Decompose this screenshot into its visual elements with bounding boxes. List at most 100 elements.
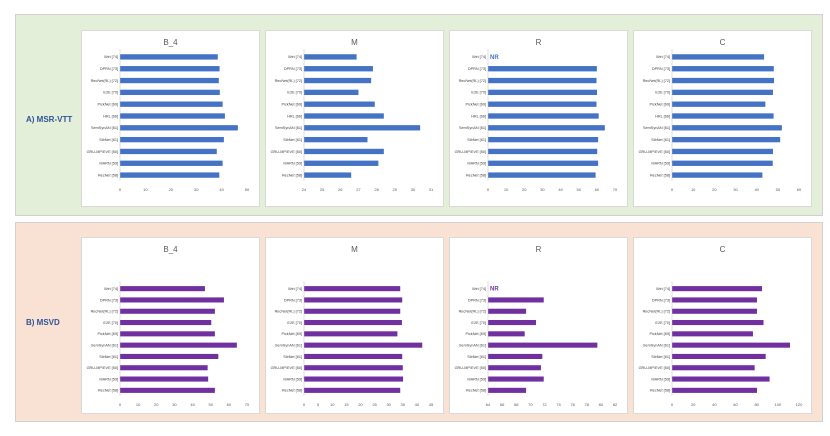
bar [120, 148, 217, 155]
bar [304, 54, 357, 60]
bar [672, 286, 762, 292]
category-label: Wei [74] [104, 55, 118, 59]
x-tick-label: 25 [372, 402, 377, 407]
category-label: DPRN [73] [100, 67, 118, 71]
category-label: SemSynAN [61] [275, 126, 302, 130]
chart-title: R [536, 38, 542, 47]
category-label: MARN [59] [99, 162, 118, 166]
x-tick-label: 82 [613, 402, 618, 407]
x-tick-label: 60 [227, 402, 232, 407]
bar-chart: M Wei [74] DPRN [73] RecNet(RL) [72] E2E [70… [271, 245, 434, 407]
category-label: SibNet [61] [651, 355, 670, 359]
category-label: PickNet [69] [98, 332, 118, 336]
bar [120, 353, 219, 359]
category-label: Wei [74] [288, 55, 302, 59]
chart-title: R [536, 245, 542, 254]
x-tick-label: 20 [358, 402, 363, 407]
category-label: Wei [74] [104, 287, 118, 291]
chart-title: C [720, 38, 726, 47]
x-tick-label: 50 [245, 187, 250, 192]
bar [488, 101, 597, 107]
bar [488, 342, 598, 348]
x-tick-label: 29 [392, 187, 397, 192]
bar [120, 331, 215, 337]
bar-chart: R Wei [74] NR DPRN [73] RecNet(RL) [72] E2E [… [455, 245, 618, 407]
x-tick-label: 50 [576, 187, 581, 192]
x-tick-label: 66 [500, 402, 505, 407]
x-tick-label: 72 [542, 402, 547, 407]
chart-title: B_4 [163, 38, 178, 47]
category-label: RecNet(RL) [72] [275, 79, 302, 83]
category-label: SemSynAN [61] [91, 126, 118, 130]
chart-panel: C Wei [74] DPRN [73] RecNet(RL) [72] E2E [70… [633, 30, 812, 207]
category-label: HRL [66] [287, 114, 302, 118]
x-tick-label: 70 [528, 402, 533, 407]
bar [304, 148, 384, 155]
bar [304, 320, 402, 326]
category-label: SemSynAN [61] [275, 343, 302, 347]
bar [304, 365, 403, 371]
chart-title: M [351, 38, 358, 47]
category-label: Wei [74] [656, 55, 670, 59]
bar [304, 376, 404, 382]
bar [672, 172, 763, 178]
category-label: DPRN [73] [468, 298, 486, 302]
x-tick-label: 68 [514, 402, 519, 407]
category-label: HRL [66] [471, 114, 486, 118]
bar-chart: B_4 Wei [74] DPRN [73] RecNet(RL) [72] E2E [… [87, 38, 250, 192]
x-tick-label: 10 [136, 402, 141, 407]
x-tick-label: 120 [796, 402, 803, 407]
x-tick-label: 25 [320, 187, 325, 192]
category-label: SibNet [61] [283, 355, 302, 359]
x-tick-label: 78 [585, 402, 590, 407]
x-tick-label: 10 [691, 187, 696, 192]
bar [488, 353, 543, 359]
bar [488, 387, 527, 393]
chart-panel: M Wei [74] DPRN [73] RecNet(RL) [72] E2E [70… [265, 30, 444, 207]
x-tick-label: 10 [504, 187, 509, 192]
bar [304, 101, 375, 107]
bar [304, 160, 379, 166]
bar [120, 136, 224, 143]
nr-annotation: NR [490, 287, 499, 293]
x-tick-label: 40 [415, 402, 420, 407]
category-label: E2E [70] [103, 91, 118, 95]
category-label: SibNet [61] [467, 138, 486, 142]
x-tick-label: 30 [172, 402, 177, 407]
x-tick-label: 70 [613, 187, 618, 192]
category-label: DPRN [73] [284, 298, 302, 302]
x-tick-label: 0 [119, 402, 122, 407]
x-tick-label: 70 [245, 402, 250, 407]
category-label: RecNet [58] [282, 173, 302, 177]
bar [120, 113, 225, 119]
category-label: DPRN [73] [652, 298, 670, 302]
bar [304, 308, 401, 314]
x-tick-label: 0 [671, 187, 674, 192]
category-label: RecNet(RL) [72] [459, 310, 486, 314]
x-tick-label: 45 [429, 402, 434, 407]
x-tick-label: 60 [595, 187, 600, 192]
category-label: RecNet(RL) [72] [275, 310, 302, 314]
category-label: SemSynAN [61] [643, 343, 670, 347]
bar [304, 331, 398, 337]
category-label: PickNet [69] [282, 332, 302, 336]
bar [672, 308, 757, 314]
bar [120, 376, 209, 382]
chart-title: C [720, 245, 726, 254]
bar [672, 160, 773, 166]
bar [672, 89, 773, 96]
bar [488, 148, 598, 155]
bar [672, 77, 775, 84]
category-label: GRU-MP/EVE [60] [639, 366, 670, 370]
bar [120, 365, 208, 371]
x-tick-label: 40 [754, 187, 759, 192]
bar [672, 342, 791, 348]
bar [120, 342, 237, 348]
bar [488, 160, 599, 166]
x-tick-label: 100 [774, 402, 781, 407]
x-tick-label: 20 [522, 187, 527, 192]
bar [304, 286, 401, 292]
bar [672, 136, 781, 143]
bar [488, 365, 541, 371]
category-label: RecNet(RL) [72] [459, 79, 486, 83]
